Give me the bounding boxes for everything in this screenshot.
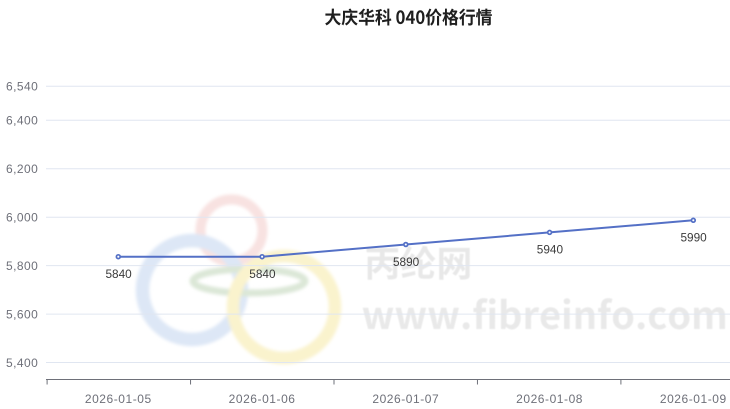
svg-text:2026-01-07: 2026-01-07 [372, 392, 439, 406]
svg-text:5,800: 5,800 [6, 259, 38, 273]
svg-text:5,400: 5,400 [6, 356, 38, 370]
svg-text:6,540: 6,540 [6, 80, 38, 94]
svg-text:2026-01-05: 2026-01-05 [85, 392, 152, 406]
svg-text:6,400: 6,400 [6, 114, 38, 128]
svg-text:5840: 5840 [105, 267, 132, 281]
svg-text:6,000: 6,000 [6, 211, 38, 225]
svg-text:5840: 5840 [249, 267, 276, 281]
svg-text:5940: 5940 [537, 243, 564, 257]
svg-text:2026-01-09: 2026-01-09 [660, 392, 727, 406]
svg-text:5,600: 5,600 [6, 308, 38, 322]
svg-text:2026-01-06: 2026-01-06 [229, 392, 296, 406]
svg-text:5990: 5990 [680, 231, 707, 245]
svg-text:5890: 5890 [393, 255, 420, 269]
svg-text:6,200: 6,200 [6, 162, 38, 176]
svg-text:2026-01-08: 2026-01-08 [516, 392, 583, 406]
